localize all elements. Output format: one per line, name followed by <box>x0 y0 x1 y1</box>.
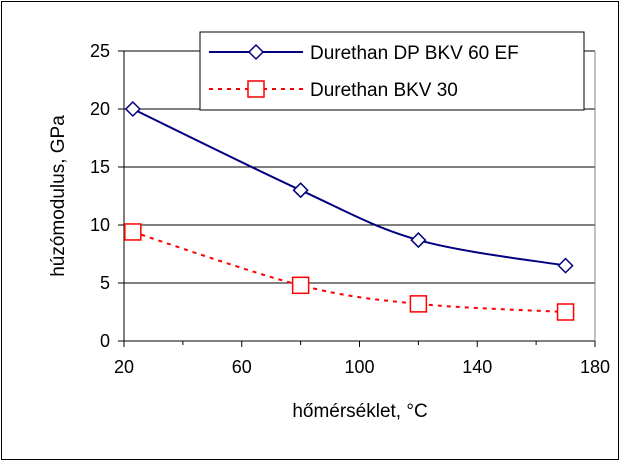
y-tick-label: 25 <box>90 41 110 61</box>
x-tick-labels: 20 60 100 140 180 <box>114 357 610 377</box>
y-axis-title: húzómodulus, GPa <box>48 115 69 277</box>
data-point <box>556 303 575 321</box>
data-point <box>124 223 142 241</box>
data-point <box>409 295 428 313</box>
legend-label-2: Durethan BKV 30 <box>310 80 458 101</box>
series-1 <box>124 100 574 274</box>
x-tick-label: 60 <box>232 357 252 377</box>
y-tick-label: 20 <box>90 99 110 119</box>
data-point <box>557 257 574 274</box>
x-axis-title: hőmérséklet, °C <box>292 401 427 422</box>
x-tick-label: 100 <box>344 357 374 377</box>
legend-marker-2 <box>247 80 265 98</box>
axes <box>118 50 596 347</box>
y-tick-label: 5 <box>100 273 110 293</box>
y-tick-label: 10 <box>90 215 110 235</box>
series-group <box>124 100 575 321</box>
legend: Durethan DP BKV 60 EF Durethan BKV 30 <box>199 31 585 111</box>
data-point <box>292 182 309 199</box>
data-point <box>410 232 427 249</box>
x-tick-label: 180 <box>580 357 610 377</box>
series-line-1 <box>132 108 566 267</box>
series-2 <box>124 223 575 321</box>
data-point <box>124 100 141 118</box>
x-tick-label: 20 <box>114 357 134 377</box>
data-point <box>291 276 310 295</box>
y-tick-label: 0 <box>100 331 110 351</box>
y-tick-label: 15 <box>90 157 110 177</box>
y-tick-labels: 0 5 10 15 20 25 <box>90 41 110 351</box>
legend-label-1: Durethan DP BKV 60 EF <box>310 43 519 64</box>
legend-marker-1 <box>247 43 265 61</box>
series-line-2 <box>132 231 566 313</box>
x-tick-label: 140 <box>462 357 492 377</box>
